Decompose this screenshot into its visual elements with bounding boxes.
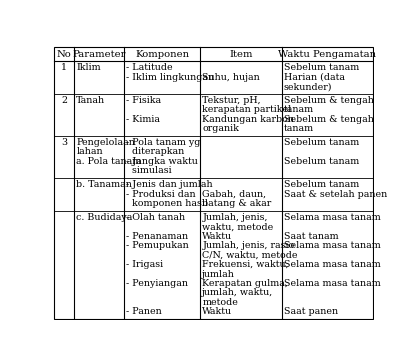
Text: Selama masa tanam: Selama masa tanam (284, 260, 381, 269)
Text: - Irigasi: - Irigasi (126, 260, 163, 269)
Text: 3: 3 (61, 138, 67, 147)
Text: - Produksi dan: - Produksi dan (126, 190, 196, 199)
Text: Jumlah, jenis,: Jumlah, jenis, (202, 213, 268, 222)
Text: 2: 2 (61, 96, 67, 105)
Text: Sebelum tanam: Sebelum tanam (284, 63, 359, 72)
Text: Tekstur, pH,: Tekstur, pH, (202, 96, 261, 105)
Text: - Penanaman: - Penanaman (126, 232, 188, 241)
Text: simulasi: simulasi (126, 166, 171, 175)
Text: Waktu: Waktu (202, 232, 233, 241)
Text: - Iklim lingkungan: - Iklim lingkungan (126, 73, 214, 82)
Text: Suhu, hujan: Suhu, hujan (202, 73, 260, 82)
Text: Iklim: Iklim (76, 63, 101, 72)
Text: Parameter: Parameter (72, 50, 126, 59)
Text: komponen hasil: komponen hasil (126, 199, 208, 208)
Text: metode: metode (202, 298, 238, 307)
Text: Harian (data: Harian (data (284, 73, 345, 82)
Text: lahan: lahan (76, 148, 103, 157)
Text: c. Budidaya: c. Budidaya (76, 213, 133, 222)
Text: sekunder): sekunder) (284, 82, 332, 91)
Text: Saat & setelah panen: Saat & setelah panen (284, 190, 387, 199)
Text: Sebelum tanam: Sebelum tanam (284, 157, 359, 166)
Text: Waktu: Waktu (202, 307, 233, 316)
Text: Jumlah, jenis, rasio: Jumlah, jenis, rasio (202, 241, 295, 250)
Text: jumlah: jumlah (202, 270, 235, 279)
Text: - Jangka waktu: - Jangka waktu (126, 157, 198, 166)
Text: Sebelum & tengah: Sebelum & tengah (284, 96, 374, 105)
Text: tanam: tanam (284, 105, 314, 114)
Text: diterapkan: diterapkan (126, 148, 184, 157)
Text: - Panen: - Panen (126, 307, 161, 316)
Text: - Jenis dan jumlah: - Jenis dan jumlah (126, 180, 213, 189)
Text: Pengelolaan: Pengelolaan (76, 138, 135, 147)
Text: Kerapatan gulma,: Kerapatan gulma, (202, 279, 288, 288)
Text: batang & akar: batang & akar (202, 199, 272, 208)
Text: Selama masa tanam: Selama masa tanam (284, 241, 381, 250)
Text: - Pola tanam yg: - Pola tanam yg (126, 138, 200, 147)
Text: Komponen: Komponen (135, 50, 189, 59)
Text: jumlah, waktu,: jumlah, waktu, (202, 288, 274, 297)
Text: Gabah, daun,: Gabah, daun, (202, 190, 267, 199)
Text: - Penyiangan: - Penyiangan (126, 279, 188, 288)
Text: Waktu Pengamatan: Waktu Pengamatan (278, 50, 376, 59)
Text: a. Pola tanam: a. Pola tanam (76, 157, 141, 166)
Text: Saat tanam: Saat tanam (284, 232, 338, 241)
Text: - Kimia: - Kimia (126, 115, 160, 124)
Text: tanam: tanam (284, 124, 314, 133)
Text: Tanah: Tanah (76, 96, 105, 105)
Text: kerapatan partikel: kerapatan partikel (202, 105, 292, 114)
Text: Selama masa tanam: Selama masa tanam (284, 279, 381, 288)
Text: - Fisika: - Fisika (126, 96, 161, 105)
Text: 1: 1 (61, 63, 67, 72)
Text: Selama masa tanam: Selama masa tanam (284, 213, 381, 222)
Text: Sebelum & tengah: Sebelum & tengah (284, 115, 374, 124)
Text: No: No (57, 50, 72, 59)
Text: Kandungan karbon: Kandungan karbon (202, 115, 295, 124)
Text: b. Tanaman: b. Tanaman (76, 180, 132, 189)
Text: - Latitude: - Latitude (126, 63, 172, 72)
Text: organik: organik (202, 124, 239, 133)
Text: - Pemupukan: - Pemupukan (126, 241, 188, 250)
Text: - Olah tanah: - Olah tanah (126, 213, 185, 222)
Text: Sebelum tanam: Sebelum tanam (284, 138, 359, 147)
Text: Saat panen: Saat panen (284, 307, 338, 316)
Text: waktu, metode: waktu, metode (202, 222, 274, 231)
Text: C/N, waktu, metode: C/N, waktu, metode (202, 251, 298, 260)
Text: Frekuensi, waktu,: Frekuensi, waktu, (202, 260, 289, 269)
Text: Sebelum tanam: Sebelum tanam (284, 180, 359, 189)
Text: Item: Item (229, 50, 253, 59)
